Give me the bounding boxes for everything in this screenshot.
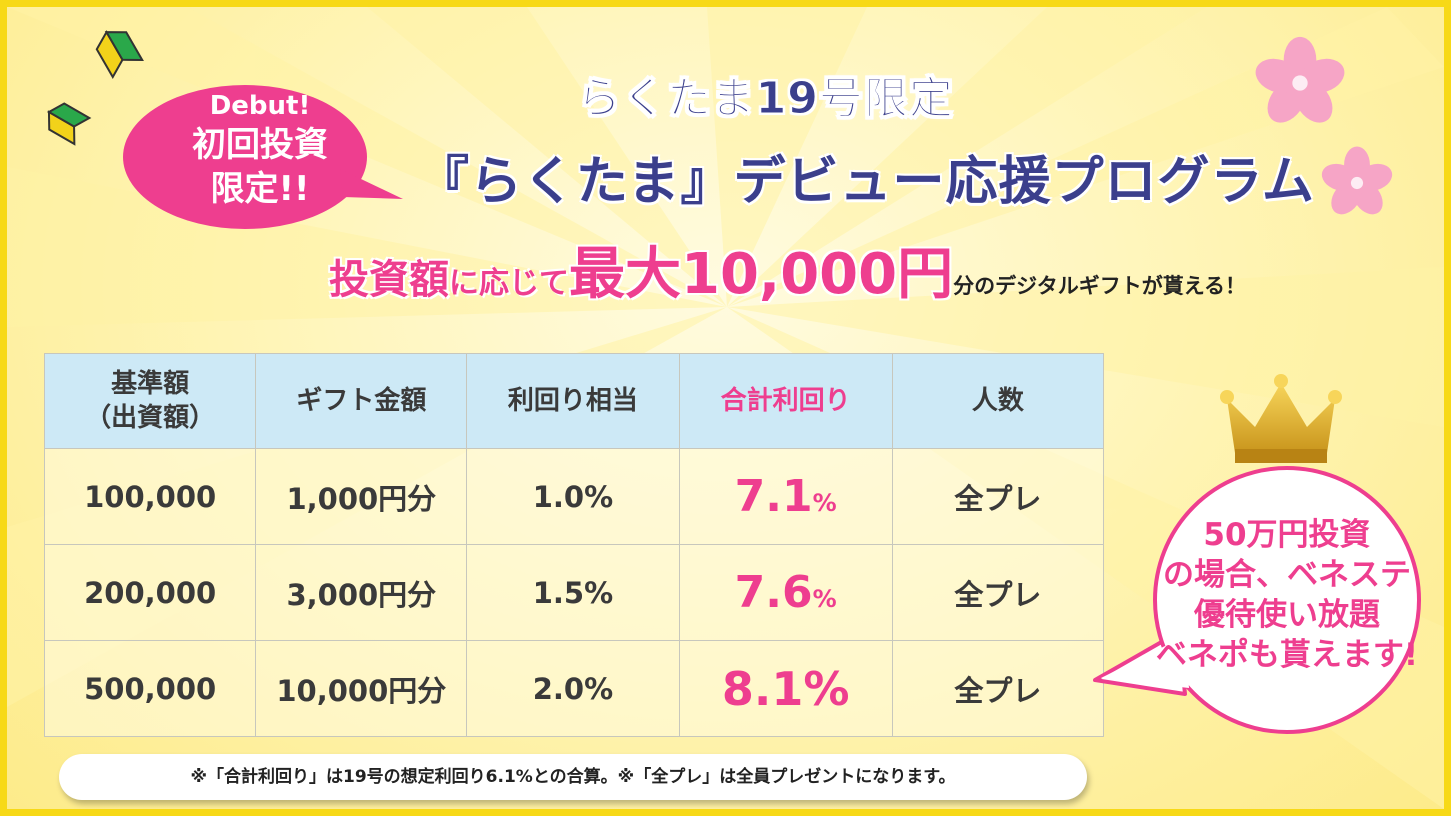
beginner-mark-icon: [95, 30, 144, 79]
header-gift: ギフト金額: [255, 353, 468, 449]
headline: 投資額に応じて最大10,000円分のデジタルギフトが貰える！: [329, 229, 1246, 310]
beginner-mark-icon: [46, 102, 92, 146]
cell-people: 全プレ: [891, 544, 1105, 641]
total-value: 7.6: [734, 567, 813, 618]
header-total-yield: 合計利回り: [678, 353, 893, 449]
cell-yield: 1.5%: [466, 544, 680, 641]
cell-total-yield: 7.6%: [678, 544, 893, 641]
headline-according: に応じて: [449, 266, 569, 301]
title-line1: らくたま19号限定: [577, 73, 954, 125]
header-yield-equiv: 利回り相当: [466, 353, 680, 449]
debut-label: Debut!: [209, 91, 311, 121]
table-row: 100,000 1,000円分 1.0% 7.1% 全プレ: [43, 448, 1105, 545]
headline-amount: 投資額: [329, 257, 449, 303]
headline-gift: 分のデジタルギフトが貰える！: [953, 274, 1247, 298]
bubble-right-line2: の場合、ベネステ: [1163, 557, 1411, 593]
header-base: 基準額 （出資額）: [43, 353, 257, 449]
cell-total-yield: 8.1%: [678, 640, 893, 737]
crown-icon: [1220, 374, 1342, 463]
footnote: ※「合計利回り」は19号の想定利回り6.1%との合算。※「全プレ」は全員プレゼン…: [59, 754, 1087, 800]
cell-gift: 3,000円分: [255, 544, 468, 641]
header-base-line2: （出資額）: [85, 403, 216, 433]
bubble-right-text: 50万円投資 の場合、ベネステ 優待使い放題 ベネポも貰えます!: [1147, 515, 1427, 675]
gift-table: 基準額 （出資額） ギフト金額 利回り相当 合計利回り 人数 100,000 1…: [43, 353, 1105, 737]
speech-bubble-right: [1093, 466, 1421, 734]
table-header-row: 基準額 （出資額） ギフト金額 利回り相当 合計利回り 人数: [43, 353, 1105, 449]
header-base-line1: 基準額: [111, 369, 190, 399]
cell-total-yield: 7.1%: [678, 448, 893, 545]
bubble-left-text: Debut! 初回投資 限定!!: [135, 89, 385, 211]
headline-max: 最大10,000円: [569, 242, 954, 307]
total-value: 8.1: [721, 661, 804, 716]
cell-gift: 1,000円分: [255, 448, 468, 545]
total-value: 7.1: [734, 471, 813, 522]
cell-base: 500,000: [43, 640, 257, 737]
cell-base: 200,000: [43, 544, 257, 641]
cell-base: 100,000: [43, 448, 257, 545]
cell-gift: 10,000円分: [255, 640, 468, 737]
limited-label: 限定!!: [210, 169, 310, 209]
header-people: 人数: [891, 353, 1105, 449]
total-unit: %: [812, 489, 837, 517]
cell-yield: 1.0%: [466, 448, 680, 545]
speech-bubble-left: [123, 85, 403, 229]
bubble-right-line1: 50万円投資: [1203, 517, 1371, 553]
table-row: 500,000 10,000円分 2.0% 8.1% 全プレ: [43, 640, 1105, 737]
sakura-icon: [1255, 36, 1345, 123]
total-unit: %: [803, 661, 850, 716]
table-row: 200,000 3,000円分 1.5% 7.6% 全プレ: [43, 544, 1105, 641]
bubble-right-line3: 優待使い放題: [1194, 597, 1380, 633]
cell-people: 全プレ: [891, 640, 1105, 737]
cell-people: 全プレ: [891, 448, 1105, 545]
first-invest-label: 初回投資: [192, 125, 328, 165]
total-unit: %: [812, 585, 837, 613]
cell-yield: 2.0%: [466, 640, 680, 737]
title-line2: 『らくたま』デビュー応援プログラム: [417, 152, 1315, 212]
bubble-right-line4: ベネポも貰えます!: [1155, 637, 1419, 673]
sakura-icon: [1321, 146, 1393, 215]
